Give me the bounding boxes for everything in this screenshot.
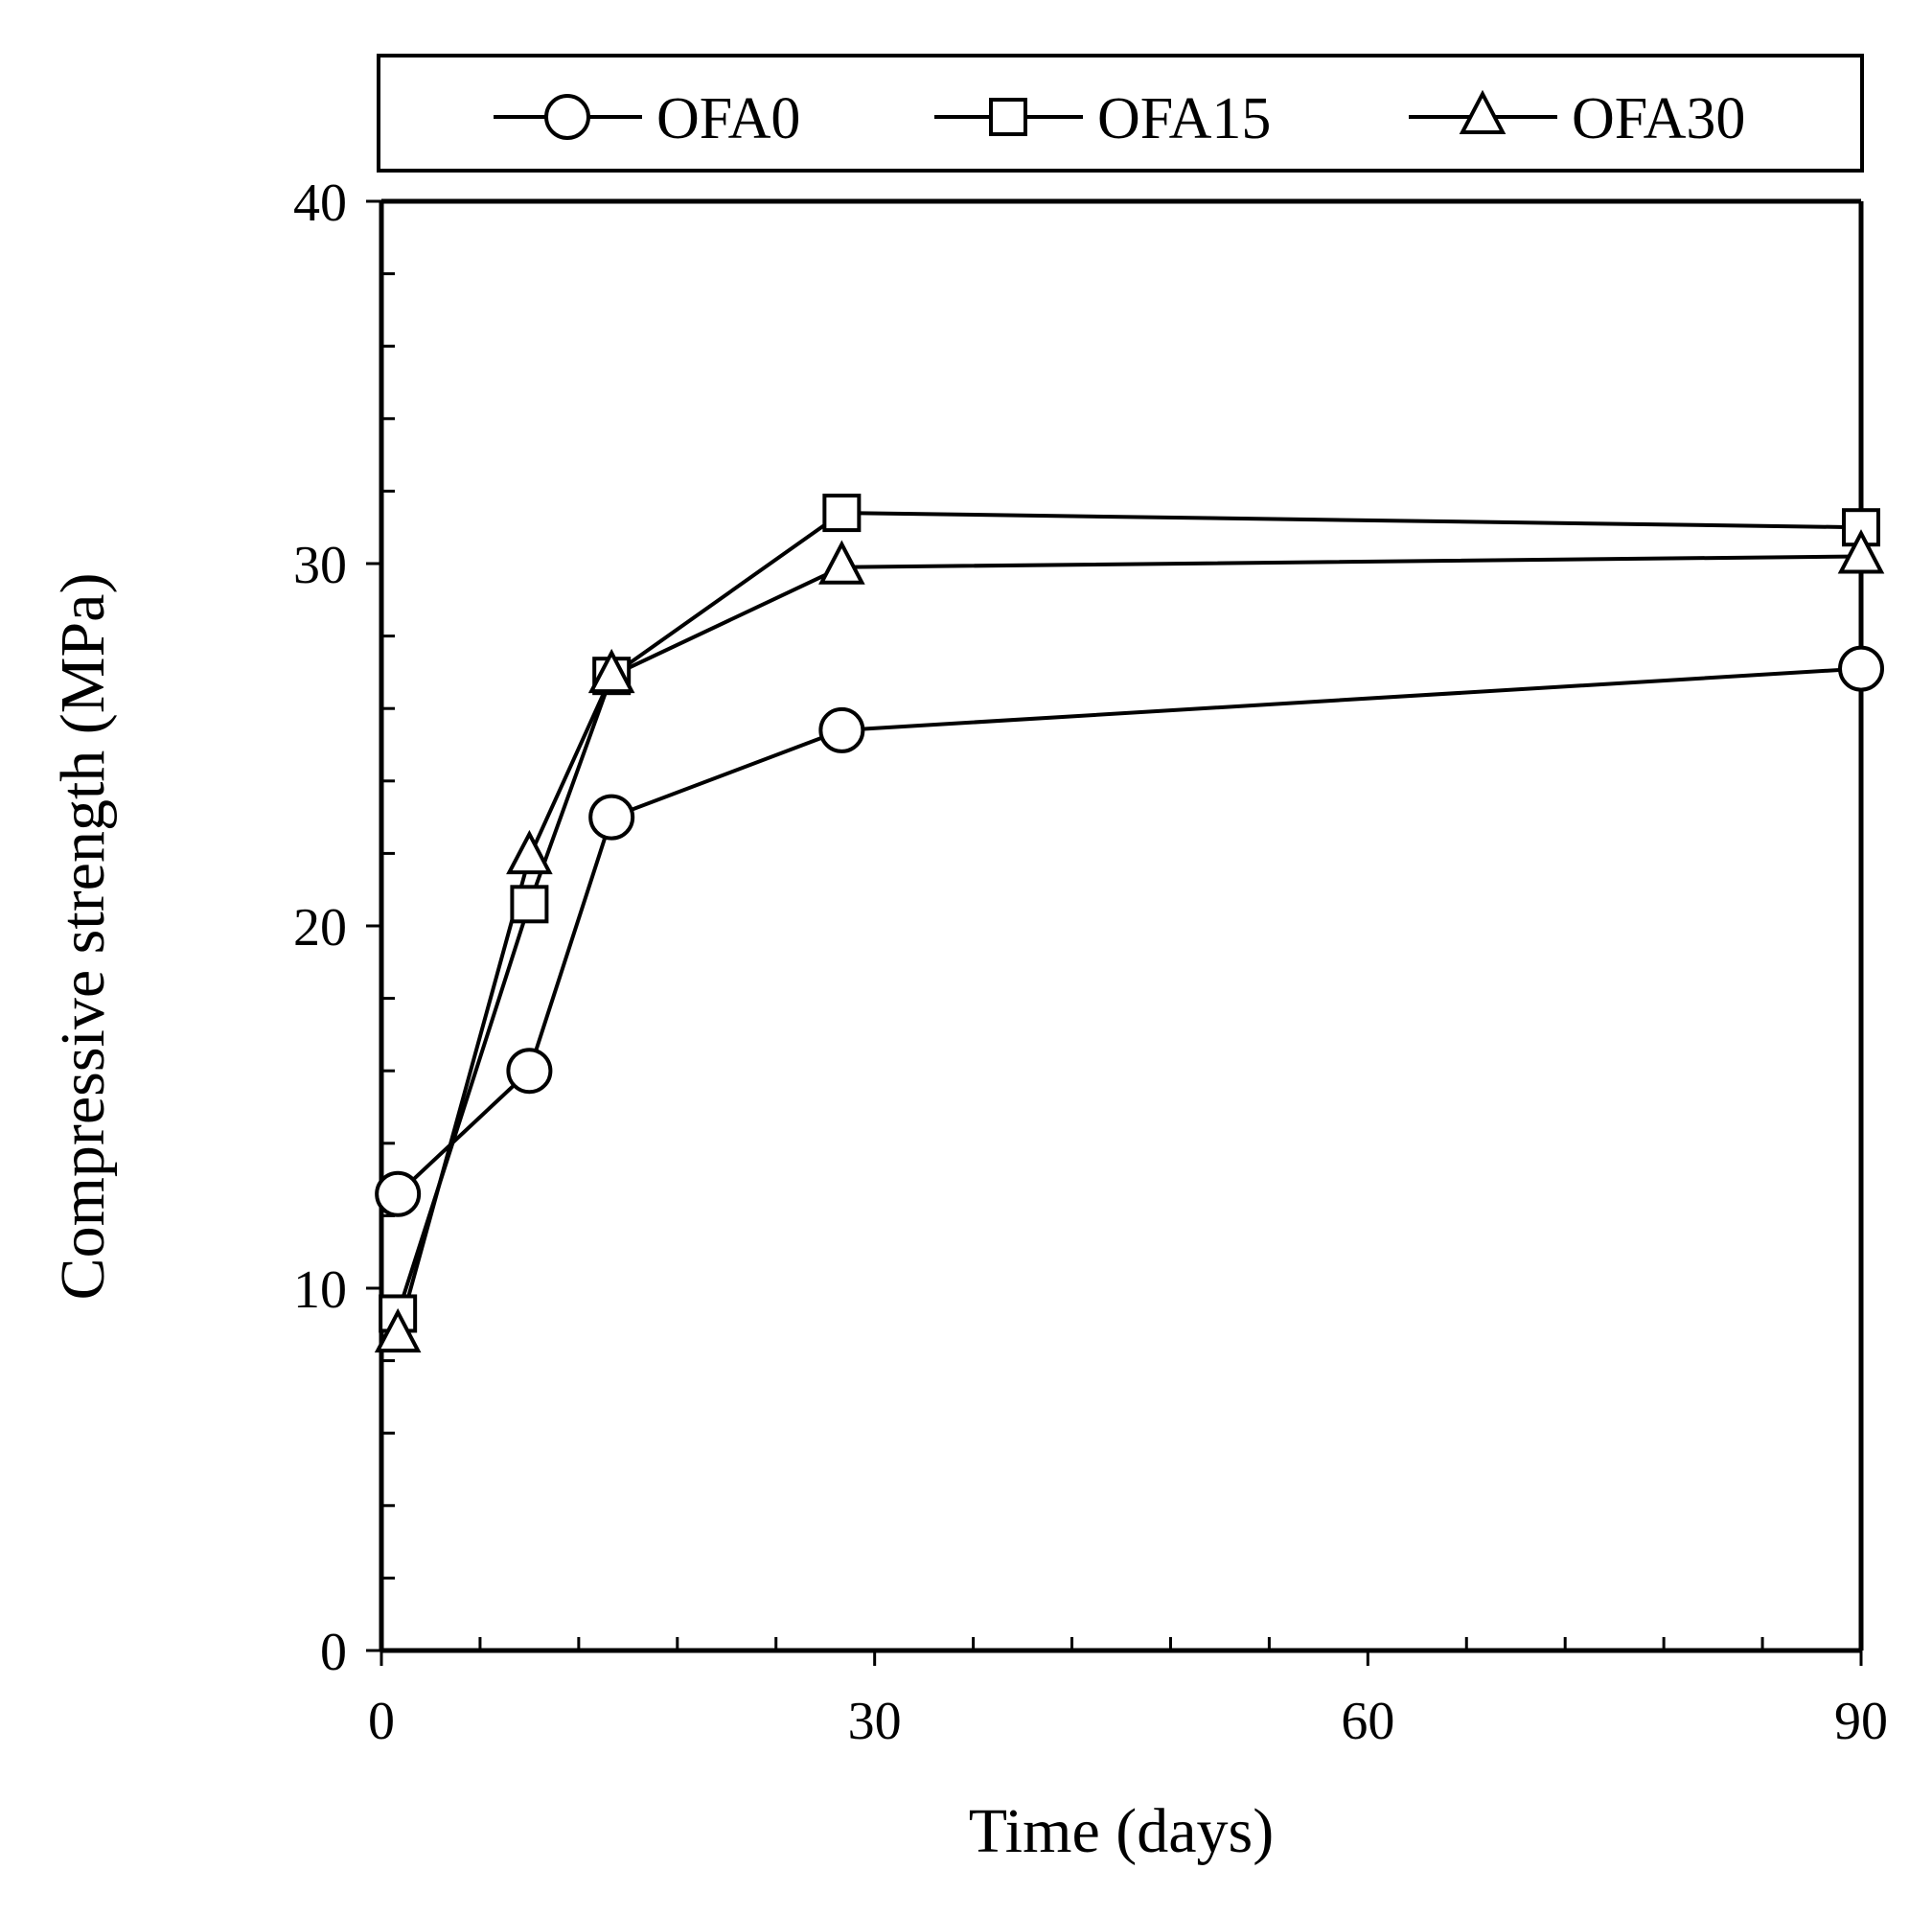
data-point-ofa30: [818, 540, 865, 585]
y-tick-label: 40: [293, 173, 347, 233]
y-tick-label: 20: [293, 898, 347, 958]
legend-label-ofa30: OFA30: [1572, 86, 1745, 151]
legend: OFA0 OFA15 OFA30: [377, 54, 1864, 173]
legend-marker-ofa15: [989, 98, 1027, 136]
data-point-ofa0: [506, 1048, 553, 1095]
x-tick-label: 30: [848, 1692, 902, 1751]
data-point-ofa0: [375, 1170, 422, 1217]
series-line-ofa0: [396, 666, 1862, 1196]
legend-label-ofa0: OFA0: [656, 86, 800, 151]
data-point-ofa0: [1838, 645, 1884, 692]
x-tick-label: 90: [1834, 1692, 1888, 1751]
data-point-ofa15: [822, 494, 862, 533]
legend-marker-ofa30: [1459, 89, 1506, 134]
y-tick-label: 10: [293, 1260, 347, 1320]
series-line-ofa15: [396, 511, 1862, 1315]
y-axis-label: Compressive strength (MPa): [48, 573, 118, 1301]
y-tick-label: 30: [293, 536, 347, 595]
data-point-ofa15: [510, 885, 549, 924]
legend-marker-ofa0: [544, 94, 590, 140]
x-tick-label: 60: [1341, 1692, 1394, 1751]
x-tick-label: 0: [368, 1692, 395, 1751]
data-point-ofa30: [1837, 529, 1885, 574]
data-point-ofa30: [587, 648, 635, 694]
data-point-ofa0: [818, 706, 865, 753]
data-point-ofa30: [506, 829, 553, 875]
y-tick-label: 0: [320, 1623, 347, 1682]
x-axis-label: Time (days): [969, 1796, 1274, 1866]
legend-box: [377, 54, 1864, 173]
data-point-ofa0: [588, 794, 635, 841]
data-point-ofa30: [374, 1307, 422, 1353]
legend-label-ofa15: OFA15: [1097, 86, 1271, 151]
